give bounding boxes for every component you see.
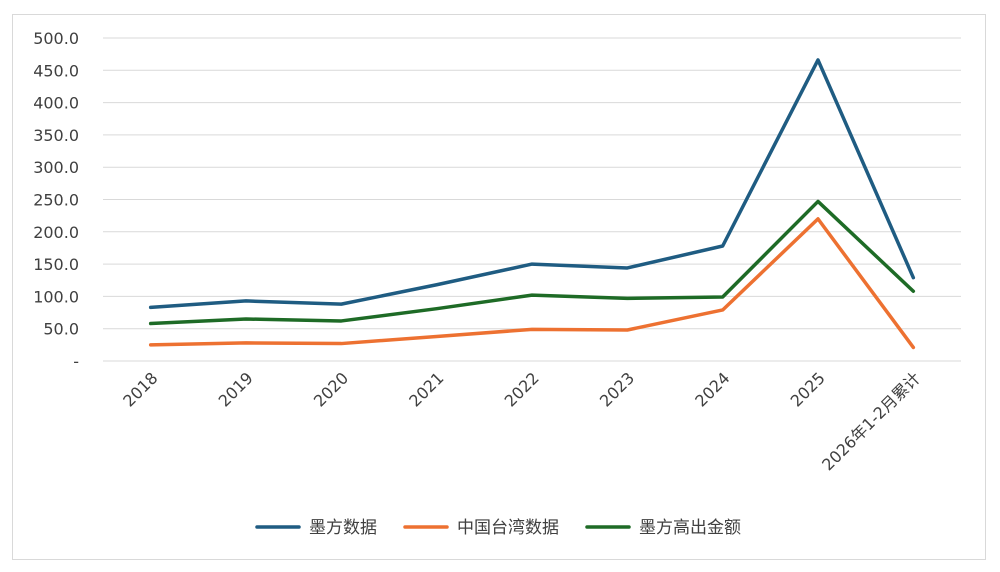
series-line	[148, 217, 916, 350]
series-lines	[148, 58, 916, 350]
line-chart: - 50.0 100.0 150.0 200.0 250.0 300.0 350.0 400.0…	[33, 29, 961, 538]
x-tick-label: 2020	[310, 368, 352, 410]
x-tick-label: 2019	[215, 368, 257, 410]
y-tick-label: 350.0	[33, 126, 79, 145]
y-tick-label: 500.0	[33, 29, 79, 48]
y-tick-label: 250.0	[33, 191, 79, 210]
y-tick-label: 100.0	[33, 287, 79, 306]
x-tick-label: 2025	[787, 368, 829, 410]
gridlines	[103, 37, 961, 362]
x-tick-label: 2023	[596, 368, 638, 410]
chart-frame: - 50.0 100.0 150.0 200.0 250.0 300.0 350.0 400.0…	[12, 14, 986, 560]
x-axis-ticks: 2018 2019 2020 2021 2022 2023 2024 20252026年1-2…	[119, 368, 924, 474]
y-tick-label: 150.0	[33, 255, 79, 274]
y-tick-label: -	[73, 352, 79, 371]
x-tick-label: 2018	[119, 368, 161, 410]
y-tick-label: 400.0	[33, 94, 79, 113]
y-tick-label: 200.0	[33, 223, 79, 242]
y-tick-label: 300.0	[33, 158, 79, 177]
legend-label: 墨方高出金额	[639, 518, 741, 538]
x-tick-label: 2022	[501, 368, 543, 410]
x-tick-label: 2021	[405, 368, 447, 410]
y-tick-label: 450.0	[33, 61, 79, 80]
legend: 墨方数据 中国台湾数据 墨方高出金额	[255, 518, 741, 538]
y-axis-ticks: - 50.0 100.0 150.0 200.0 250.0 300.0 350.0 400.0…	[33, 29, 79, 371]
x-tick-label: 2026年1-2月累计	[818, 368, 924, 474]
x-tick-label: 2024	[691, 368, 733, 410]
legend-label: 中国台湾数据	[457, 518, 559, 538]
y-tick-label: 50.0	[43, 320, 79, 339]
legend-label: 墨方数据	[309, 518, 377, 538]
series-line	[148, 58, 916, 310]
